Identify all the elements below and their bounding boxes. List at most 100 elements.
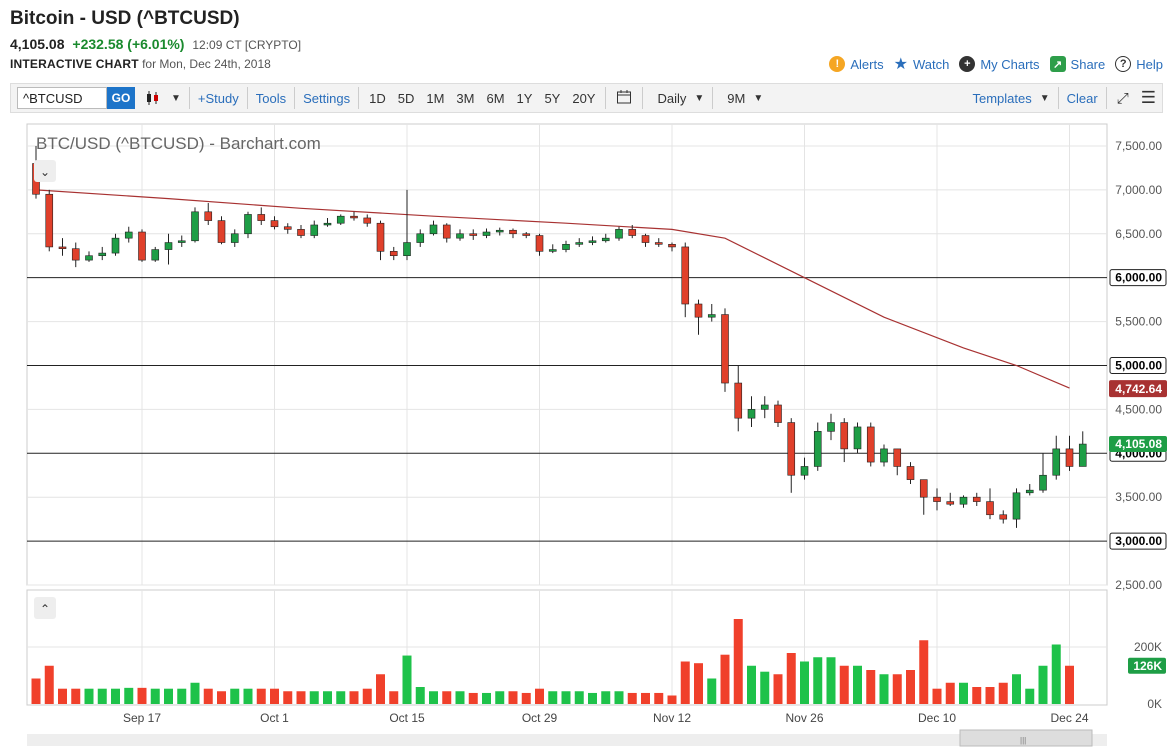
help-link[interactable]: ? Help xyxy=(1115,56,1163,72)
period-20y[interactable]: 20Y xyxy=(572,90,596,106)
volume-bar xyxy=(535,688,544,704)
volume-bar xyxy=(932,688,942,704)
period-3m[interactable]: 3M xyxy=(456,90,475,106)
volume-bar xyxy=(44,665,54,704)
candle xyxy=(522,233,531,236)
period-1m[interactable]: 1M xyxy=(426,90,445,106)
candle xyxy=(575,242,584,245)
study-button[interactable]: +Study xyxy=(197,90,239,106)
period-1y[interactable]: 1Y xyxy=(516,90,533,106)
candle xyxy=(1039,474,1047,491)
calendar-icon[interactable] xyxy=(610,89,638,108)
watch-link[interactable]: ★ Watch xyxy=(894,54,950,74)
volume-bar xyxy=(1012,674,1021,704)
candle xyxy=(482,231,491,236)
collapse-price-button[interactable]: ⌄ xyxy=(34,160,56,182)
volume-current-badge xyxy=(1128,657,1166,674)
volume-bar xyxy=(826,657,836,704)
volume-bar xyxy=(270,688,279,704)
candle xyxy=(747,409,756,419)
volume-bar xyxy=(415,687,425,704)
volume-bar xyxy=(283,691,293,704)
candle xyxy=(124,231,133,239)
period-5y[interactable]: 5Y xyxy=(544,90,561,106)
price-tick-label: 4,500.00 xyxy=(1115,402,1162,416)
price-chart-svg[interactable]: 7,500.00 7,000.00 6,500.00 6,000.00 5,500.00… xyxy=(10,118,1169,751)
candle xyxy=(813,431,822,467)
volume-tick-label: 0K xyxy=(1147,697,1162,711)
chart-type-dropdown[interactable]: ▼ xyxy=(141,90,185,106)
candle xyxy=(257,214,266,221)
price-level-badge xyxy=(1109,356,1167,374)
candle xyxy=(283,226,292,230)
candle xyxy=(58,246,67,249)
candle xyxy=(548,249,557,252)
candle xyxy=(946,501,955,505)
quote-meta: 12:09 CT [CRYPTO] xyxy=(192,38,302,52)
candle xyxy=(230,233,239,243)
x-tick-label: Sep 17 xyxy=(123,711,161,725)
candle xyxy=(1025,489,1034,494)
star-icon: ★ xyxy=(893,56,908,73)
candle xyxy=(827,422,835,432)
volume-bar xyxy=(508,691,518,704)
alerts-link[interactable]: ! Alerts xyxy=(829,56,884,72)
volume-bar xyxy=(31,678,41,704)
volume-bar xyxy=(972,687,982,704)
chevron-down-icon: ▼ xyxy=(171,92,181,104)
volume-bar xyxy=(707,678,717,704)
chevron-down-icon: ▼ xyxy=(694,92,705,104)
volume-bar xyxy=(429,691,438,704)
volume-bar xyxy=(800,661,809,704)
scrollbar-track[interactable] xyxy=(27,734,1107,746)
volume-bar xyxy=(945,682,955,704)
volume-bar xyxy=(548,691,558,704)
share-link[interactable]: ↗ Share xyxy=(1049,56,1105,72)
candlestick-icon xyxy=(147,91,158,105)
candle xyxy=(310,224,319,236)
volume-bar xyxy=(667,695,677,704)
period-6m[interactable]: 6M xyxy=(486,90,505,106)
period-5d[interactable]: 5D xyxy=(397,90,415,106)
volume-bar xyxy=(627,692,637,704)
plus-circle-icon: + xyxy=(959,56,976,72)
chart-title: BTC/USD (^BTCUSD) - Barchart.com xyxy=(36,134,321,153)
help-icon: ? xyxy=(1115,56,1132,72)
price-tick-label: 5,000.00 xyxy=(1115,358,1162,372)
volume-bar xyxy=(243,688,253,704)
volume-bar xyxy=(323,691,332,704)
volume-bar xyxy=(309,691,319,704)
grip-icon: ||| xyxy=(1020,736,1026,745)
my-charts-link[interactable]: + My Charts xyxy=(959,56,1040,72)
expand-icon[interactable]: ⤢ xyxy=(1116,89,1129,107)
candle xyxy=(363,217,372,224)
templates-dropdown[interactable]: Templates ▼ xyxy=(969,91,1054,106)
range-dropdown[interactable]: 9M ▼ xyxy=(723,91,767,106)
candle xyxy=(376,222,385,252)
tools-button[interactable]: Tools xyxy=(255,90,287,106)
volume-bar xyxy=(97,688,107,704)
volume-bar xyxy=(892,674,902,704)
clear-button[interactable]: Clear xyxy=(1066,90,1098,106)
collapse-volume-button[interactable]: ⌃ xyxy=(34,597,56,619)
chart-area[interactable]: 7,500.00 7,000.00 6,500.00 6,000.00 5,500.00… xyxy=(10,118,1169,751)
scrollbar-thumb[interactable] xyxy=(959,729,1093,747)
go-button[interactable]: GO xyxy=(107,87,135,109)
candle xyxy=(389,251,398,257)
candle xyxy=(853,426,862,450)
settings-button[interactable]: Settings xyxy=(303,90,351,106)
interval-dropdown[interactable]: Daily ▼ xyxy=(653,91,708,106)
period-1d[interactable]: 1D xyxy=(369,90,386,106)
candle xyxy=(469,233,478,236)
symbol-input[interactable] xyxy=(17,87,107,109)
volume-bar xyxy=(879,674,889,704)
toolbar-divider xyxy=(712,87,714,109)
volume-bar xyxy=(919,640,929,704)
volume-bar xyxy=(959,682,968,704)
menu-icon[interactable]: ☰ xyxy=(1140,88,1156,107)
volume-bar xyxy=(203,688,213,704)
candle xyxy=(111,237,120,254)
volume-bar xyxy=(680,661,690,704)
volume-bar xyxy=(998,682,1008,704)
x-tick-label: Oct 1 xyxy=(260,711,289,725)
